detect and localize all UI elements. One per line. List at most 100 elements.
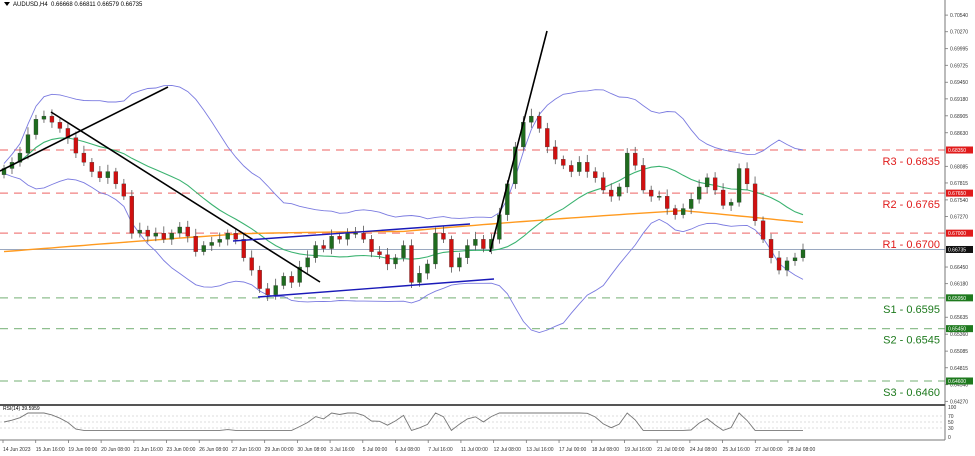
bull-candle bbox=[792, 257, 798, 262]
bollinger-upper bbox=[3, 84, 804, 220]
price-tick-label: 0.70540 bbox=[950, 13, 968, 19]
current-price-tag bbox=[946, 245, 973, 253]
trendlines[interactable] bbox=[0, 30, 548, 298]
bear-candle bbox=[129, 196, 134, 234]
bull-candle bbox=[688, 199, 694, 209]
level-label-s1: S1 - 0.6595 bbox=[883, 304, 940, 316]
time-tick-label: 13 Jul 16:00 bbox=[526, 447, 553, 453]
bull-candle bbox=[696, 186, 702, 200]
bear-candle bbox=[609, 189, 614, 197]
time-tick-label: 27 Jul 00:00 bbox=[755, 447, 782, 453]
bull-candle bbox=[25, 134, 31, 154]
bear-candle bbox=[673, 208, 678, 215]
bear-candle bbox=[57, 122, 63, 129]
time-tick-label: 6 Jul 08:00 bbox=[396, 447, 421, 453]
bear-candle bbox=[712, 177, 718, 191]
price-tick-label: 0.69450 bbox=[950, 80, 968, 86]
bull-candle bbox=[33, 119, 39, 135]
bull-candle bbox=[345, 233, 350, 240]
rsi-tick-label: 50 bbox=[948, 420, 954, 426]
bull-candle bbox=[736, 168, 742, 203]
bull-candle bbox=[225, 233, 230, 240]
bear-candle bbox=[321, 245, 326, 249]
bear-candle bbox=[441, 233, 446, 240]
bear-candle bbox=[537, 115, 542, 129]
bear-candle bbox=[81, 152, 87, 163]
bear-candle bbox=[545, 128, 550, 148]
bear-candle bbox=[585, 162, 590, 172]
ma-slow-line bbox=[3, 209, 804, 253]
bull-candle bbox=[137, 229, 142, 234]
bear-candle bbox=[601, 177, 606, 191]
price-tick-label: 0.64815 bbox=[950, 366, 968, 372]
bear-candle bbox=[553, 146, 558, 160]
price-tick-label: 0.68085 bbox=[950, 164, 968, 170]
price-tick-label: 0.68630 bbox=[950, 131, 968, 137]
price-tick-label: 0.69995 bbox=[950, 47, 968, 53]
price-tick-label: 0.66450 bbox=[950, 265, 968, 271]
bear-candle bbox=[449, 239, 454, 268]
rsi-line bbox=[3, 412, 803, 432]
steep-ascending-trendline[interactable] bbox=[489, 30, 548, 253]
price-tags: 0.68350 0.67650 0.67000 0.65950 0.65450 0.646… bbox=[946, 146, 973, 385]
price-axis[interactable]: 0.70540 0.70270 0.69995 0.69725 0.69450 0.691… bbox=[945, 13, 968, 405]
time-tick-label: 12 Jul 08:00 bbox=[494, 447, 521, 453]
rsi-title: RSI(14) 39.5959 bbox=[3, 406, 40, 412]
svg-text:0.67650: 0.67650 bbox=[948, 191, 966, 197]
ascending-trendline[interactable] bbox=[0, 86, 169, 172]
time-tick-label: 26 Jun 08:00 bbox=[199, 447, 228, 453]
rsi-tick-label: 100 bbox=[948, 405, 957, 411]
level-tag-s1 bbox=[946, 294, 973, 302]
bull-candle bbox=[401, 245, 406, 258]
bull-candle bbox=[217, 239, 222, 243]
price-tick-label: 0.67815 bbox=[950, 181, 968, 187]
bear-candle bbox=[97, 171, 103, 178]
time-tick-label: 29 Jun 00:00 bbox=[265, 447, 294, 453]
rsi-tick-label: 0 bbox=[948, 435, 951, 441]
bear-candle bbox=[233, 233, 238, 240]
channel-upper-line[interactable] bbox=[232, 223, 471, 242]
bear-candle bbox=[145, 229, 150, 237]
level-label-r1: R1 - 0.6700 bbox=[883, 239, 940, 251]
symbol-label: AUDUSD,H4 bbox=[13, 2, 48, 8]
time-tick-label: 21 Jul 00:00 bbox=[657, 447, 684, 453]
bear-candle bbox=[241, 239, 246, 258]
time-tick-label: 19 Jul 16:00 bbox=[624, 447, 651, 453]
level-tag-r2 bbox=[946, 189, 973, 197]
price-tick-label: 0.66180 bbox=[950, 282, 968, 288]
ohlc-values: 0.66668 0.66811 0.66579 0.66735 bbox=[51, 2, 143, 8]
bear-candle bbox=[89, 162, 95, 172]
bear-candle bbox=[593, 171, 598, 178]
price-tick-label: 0.65360 bbox=[950, 332, 968, 338]
bear-candle bbox=[49, 115, 55, 123]
bear-candle bbox=[337, 236, 342, 240]
svg-text:0.66735: 0.66735 bbox=[948, 247, 966, 253]
bollinger-bands bbox=[3, 84, 804, 333]
bull-candle bbox=[784, 260, 790, 271]
bear-candle bbox=[633, 152, 638, 166]
time-tick-label: 11 Jul 00:00 bbox=[461, 447, 488, 453]
bear-candle bbox=[385, 254, 390, 265]
channel-lower-line[interactable] bbox=[257, 278, 495, 298]
bull-candle bbox=[657, 196, 662, 198]
level-tag-s3 bbox=[946, 377, 973, 385]
bear-candle bbox=[776, 257, 782, 271]
price-tick-label: 0.64540 bbox=[950, 383, 968, 389]
dropdown-triangle-icon[interactable] bbox=[4, 2, 10, 7]
time-tick-label: 17 Jul 00:00 bbox=[559, 447, 586, 453]
bear-candle bbox=[665, 196, 670, 209]
bull-candle bbox=[433, 233, 438, 265]
bear-candle bbox=[561, 159, 566, 166]
descending-trendline[interactable] bbox=[50, 111, 321, 283]
bear-candle bbox=[257, 269, 262, 289]
time-axis[interactable]: 14 Jun 2023 15 Jun 16:00 19 Jun 00:00 20 Ju… bbox=[2, 440, 815, 453]
bear-candle bbox=[73, 137, 79, 154]
bear-candle bbox=[569, 165, 574, 172]
bull-candle bbox=[201, 245, 206, 252]
bear-candle bbox=[409, 245, 414, 283]
time-tick-label: 19 Jun 00:00 bbox=[68, 447, 97, 453]
support-resistance-levels: R3 - 0.6835 R2 - 0.6765 R1 - 0.6700 S1 - 0.… bbox=[0, 149, 945, 399]
svg-text:0.68350: 0.68350 bbox=[948, 148, 966, 154]
